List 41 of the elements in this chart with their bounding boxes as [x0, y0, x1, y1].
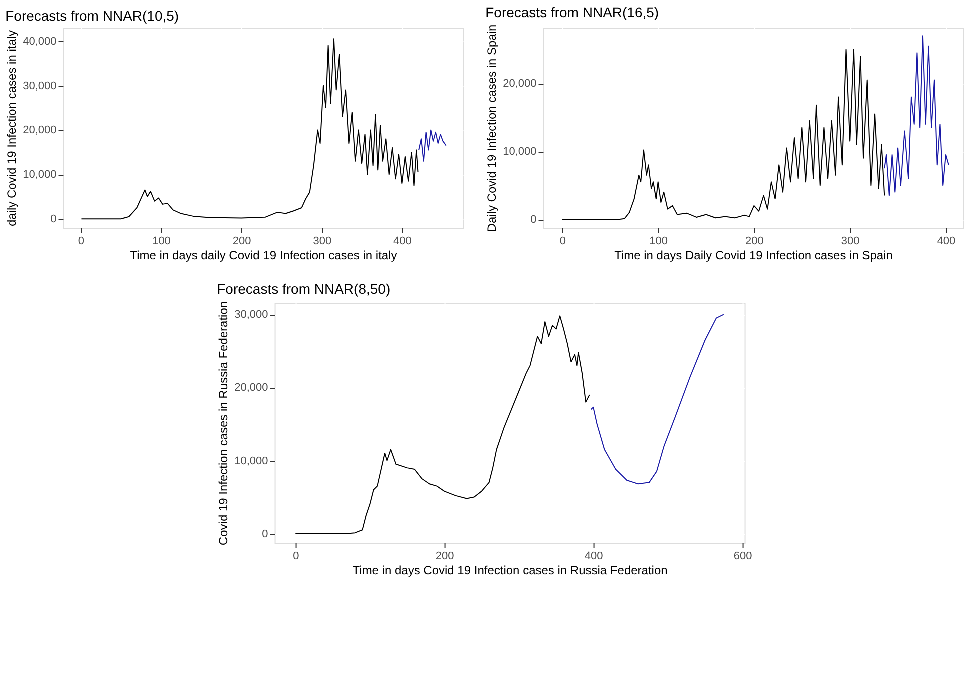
x-tick-label: 400 [937, 236, 956, 248]
x-tick-label: 300 [313, 236, 332, 248]
x-tick-label: 200 [232, 236, 252, 248]
y-tick-label: 30,000 [23, 80, 57, 92]
x-axis-title: Time in days Covid 19 Infection cases in Russia Federation [352, 564, 668, 578]
y-tick-label: 0 [530, 214, 537, 226]
line-series [418, 130, 447, 162]
line-series [81, 38, 419, 220]
chart-title: Forecasts from NNAR(10,5) [6, 8, 180, 24]
x-tick-label: 0 [293, 550, 300, 562]
y-tick-label: 20,000 [503, 78, 537, 90]
chart-title: Forecasts from NNAR(8,50) [217, 280, 391, 297]
x-axis-title: Time in days daily Covid 19 Infection cases in italy [130, 248, 398, 262]
y-tick-label: 0 [50, 214, 57, 226]
chart-title: Forecasts from NNAR(16,5) [486, 4, 660, 20]
y-tick-label: 20,000 [234, 382, 268, 394]
line-series [562, 49, 886, 220]
y-tick-label: 10,000 [503, 146, 537, 158]
y-axis-title: daily Covid 19 Infection cases in italy [5, 30, 20, 227]
x-tick-label: 600 [734, 550, 752, 562]
y-tick-label: 10,000 [234, 455, 268, 468]
line-series [884, 36, 950, 196]
x-tick-label: 300 [841, 236, 860, 248]
y-tick-label: 0 [262, 528, 268, 540]
line-series [295, 316, 590, 534]
y-axis-title: Covid 19 Infection cases in Russia Federation [216, 301, 231, 546]
line-series [590, 314, 724, 485]
y-tick-label: 40,000 [23, 36, 57, 48]
y-tick-label: 10,000 [23, 169, 57, 182]
y-axis-title: Daily Covid 19 Infection cases in Spain [485, 24, 500, 232]
x-tick-label: 100 [650, 236, 668, 248]
y-tick-label: 20,000 [23, 124, 57, 137]
x-axis-title: Time in days Daily Covid 19 Infection cases in Spain [614, 248, 893, 262]
x-tick-label: 400 [394, 236, 412, 248]
x-tick-label: 400 [584, 550, 604, 562]
x-tick-label: 100 [152, 236, 171, 248]
x-tick-label: 200 [436, 550, 454, 562]
x-tick-label: 0 [560, 236, 566, 248]
x-tick-label: 0 [78, 236, 84, 248]
x-tick-label: 200 [746, 236, 764, 248]
y-tick-label: 30,000 [234, 309, 268, 322]
